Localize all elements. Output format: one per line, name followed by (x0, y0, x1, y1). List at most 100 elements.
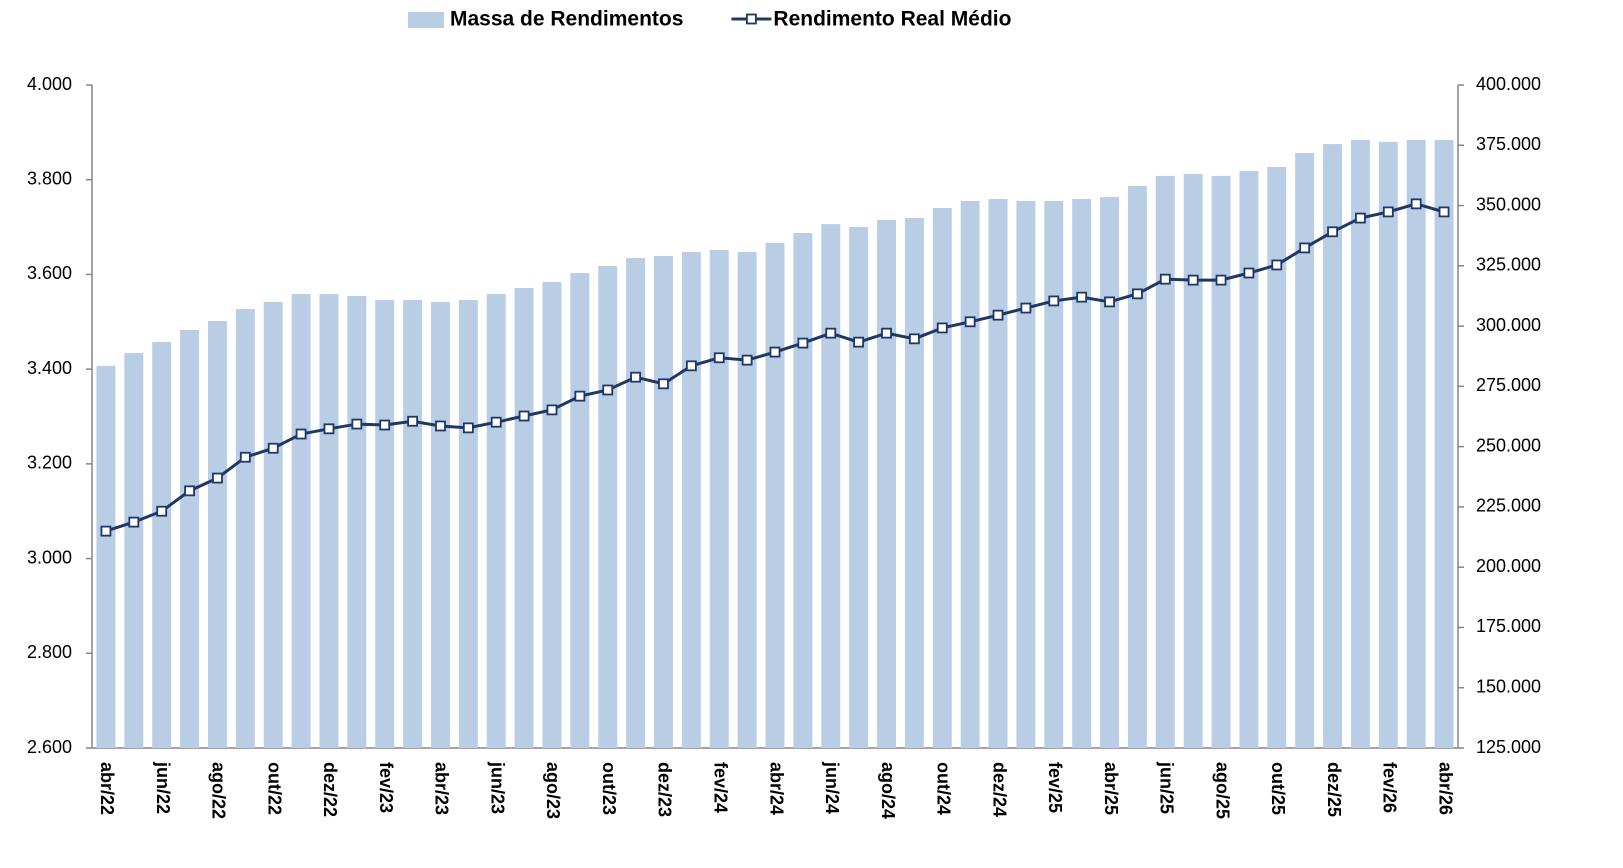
line-marker (741, 354, 753, 366)
bar (737, 252, 757, 749)
bar (1072, 199, 1092, 748)
x-tick-label: dez/24 (989, 762, 1009, 817)
line-marker (295, 428, 307, 440)
bar (1434, 139, 1454, 748)
bar (514, 287, 534, 748)
line-marker (1159, 273, 1171, 285)
x-tick-label: out/25 (1268, 762, 1288, 815)
line-marker (825, 327, 837, 339)
line-marker (212, 472, 223, 484)
bar (1378, 141, 1398, 748)
x-tick-label: abr/23 (432, 762, 452, 815)
y2-tick-label: 400.000 (1476, 74, 1541, 94)
x-tick-label: fev/26 (1380, 762, 1400, 813)
bar (932, 207, 952, 748)
y2-tick-label: 200.000 (1476, 556, 1541, 576)
legend-swatch (408, 12, 444, 28)
line-marker (685, 360, 697, 372)
bar (291, 294, 311, 748)
x-tick-label: out/23 (599, 762, 619, 815)
x-tick-label: abr/26 (1435, 762, 1455, 815)
x-tick-label: dez/25 (1324, 762, 1344, 817)
bar (988, 199, 1008, 748)
bar (960, 200, 980, 748)
bar (1100, 197, 1120, 748)
x-tick-label: fev/25 (1045, 762, 1065, 813)
y2-tick-label: 150.000 (1476, 676, 1541, 696)
bar (1350, 139, 1370, 748)
y2-tick-label: 350.000 (1476, 194, 1541, 214)
y-tick-label: 3.600 (27, 263, 72, 283)
line-marker (128, 516, 140, 528)
bar (1016, 200, 1036, 748)
bar (1211, 175, 1231, 749)
bar (793, 233, 813, 749)
line-marker (658, 378, 669, 390)
y-tick-label: 4.000 (27, 74, 72, 94)
line-marker (1076, 291, 1088, 303)
bar (1239, 171, 1259, 748)
line-marker (936, 322, 948, 334)
x-tick-label: dez/22 (320, 762, 340, 817)
line-marker (1327, 226, 1338, 238)
bar (1295, 152, 1315, 748)
bar (709, 249, 729, 748)
line-marker (156, 505, 168, 517)
x-tick-label: abr/24 (766, 762, 786, 815)
line-marker (602, 384, 614, 396)
y2-tick-label: 375.000 (1476, 134, 1541, 154)
line-marker (1104, 296, 1115, 308)
x-tick-label: out/22 (264, 762, 284, 815)
bar (124, 353, 144, 748)
line-marker (1020, 302, 1032, 314)
line-marker (1215, 274, 1227, 286)
line-marker (574, 390, 586, 402)
line-marker (1355, 212, 1366, 224)
y2-tick-label: 325.000 (1476, 255, 1541, 275)
x-tick-label: jun/24 (822, 761, 842, 814)
line-marker (1048, 295, 1060, 307)
bar (904, 218, 924, 749)
bar (319, 294, 339, 748)
bar (654, 255, 673, 748)
line-marker (1299, 242, 1311, 254)
bar (1183, 173, 1203, 749)
line-marker (853, 336, 865, 348)
line-marker (184, 485, 195, 497)
line-marker (769, 346, 781, 358)
line-marker (1187, 274, 1199, 286)
bar (207, 321, 227, 748)
bar (570, 273, 590, 748)
line-marker (630, 371, 642, 383)
y-tick-label: 3.000 (27, 547, 72, 567)
bar (1044, 200, 1064, 748)
line-marker (1410, 198, 1422, 210)
legend-label: Rendimento Real Médio (773, 8, 1011, 31)
bar (375, 300, 395, 748)
y-tick-label: 3.400 (27, 358, 72, 378)
bar (347, 295, 367, 748)
line-marker (267, 442, 279, 454)
line-marker (351, 418, 363, 430)
y2-tick-label: 125.000 (1476, 737, 1541, 757)
bar (681, 252, 701, 749)
bar (403, 300, 423, 748)
line-marker (239, 451, 251, 463)
line-marker (1438, 206, 1450, 218)
line-marker (323, 423, 335, 435)
line-marker (1271, 259, 1283, 271)
line-marker (881, 327, 892, 339)
line-marker (908, 333, 920, 345)
x-tick-label: jun/22 (153, 761, 173, 814)
legend-label: Massa de Rendimentos (450, 8, 683, 31)
legend-swatch (746, 13, 757, 25)
line-marker (100, 525, 112, 537)
x-tick-label: ago/24 (878, 762, 898, 819)
line-marker (490, 416, 502, 428)
bar (263, 301, 283, 748)
bar (235, 308, 255, 748)
bar (152, 342, 172, 748)
x-tick-label: jun/25 (1157, 761, 1177, 814)
line-marker (797, 337, 809, 349)
x-tick-label: ago/23 (543, 762, 563, 819)
